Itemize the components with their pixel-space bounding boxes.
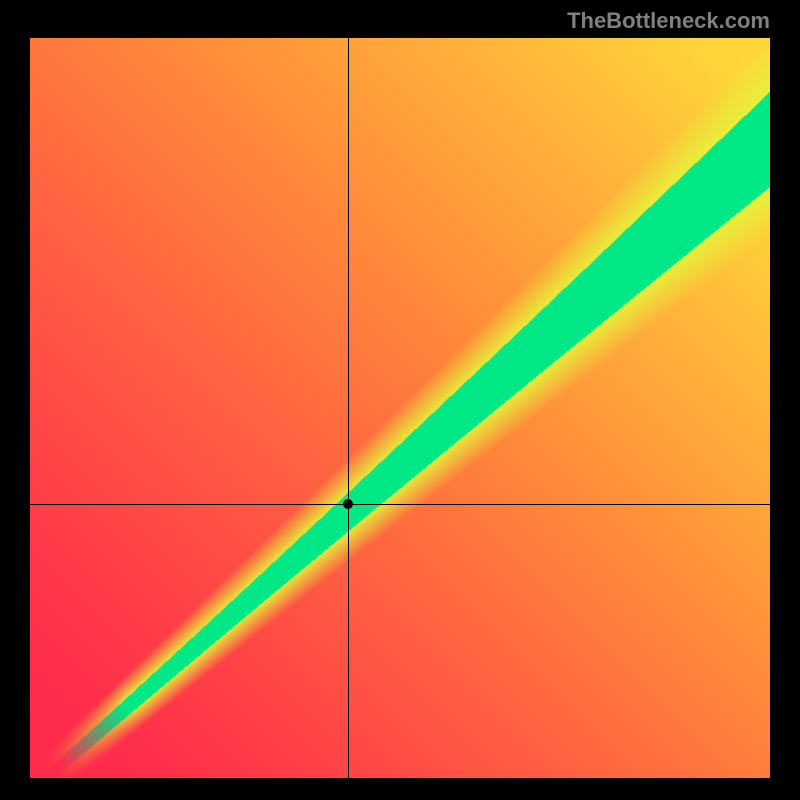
crosshair-horizontal xyxy=(30,504,770,505)
watermark-text: TheBottleneck.com xyxy=(567,8,770,34)
crosshair-marker xyxy=(343,499,353,509)
heatmap-chart xyxy=(30,38,770,778)
heatmap-canvas xyxy=(30,38,770,778)
crosshair-vertical xyxy=(348,38,349,778)
